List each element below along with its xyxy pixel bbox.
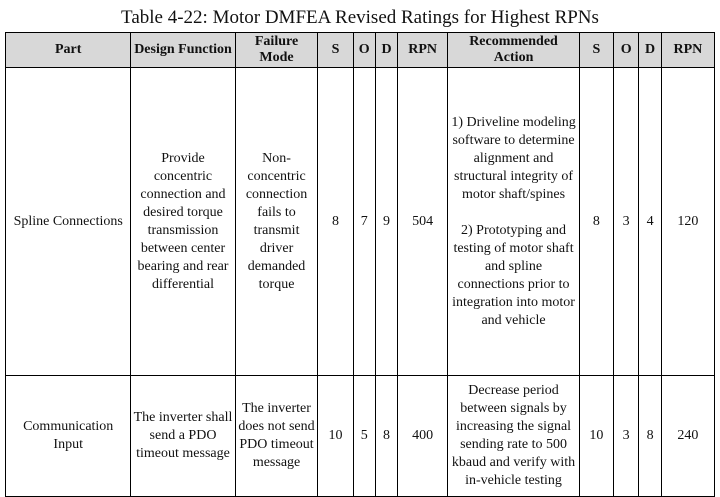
dmfea-table: Part Design Function Failure Mode S O D …	[4, 32, 716, 497]
cell-revised-detection: 4	[638, 67, 662, 376]
cell-rpn: 400	[397, 375, 449, 497]
cell-revised-severity: 8	[578, 67, 614, 376]
header-severity: S	[317, 32, 354, 68]
table-row: Spline Connections Provide concentric co…	[4, 67, 716, 376]
header-recommended-action: Recommended Action	[447, 32, 580, 68]
header-revised-severity: S	[578, 32, 614, 68]
cell-revised-occurrence: 3	[612, 375, 640, 497]
cell-failure-mode: Non-concentric connection fails to trans…	[234, 67, 319, 376]
header-revised-detection: D	[638, 32, 662, 68]
header-revised-rpn: RPN	[660, 32, 716, 68]
cell-revised-rpn: 240	[660, 375, 716, 497]
cell-revised-occurrence: 3	[612, 67, 640, 376]
cell-recommended-action: 1) Driveline modeling software to determ…	[447, 67, 580, 376]
cell-occurrence: 7	[352, 67, 376, 376]
table-row: Communication Input The inverter shall s…	[4, 375, 716, 497]
cell-failure-mode: The inverter does not send PDO timeout m…	[234, 375, 319, 497]
cell-revised-severity: 10	[578, 375, 614, 497]
header-occurrence: O	[352, 32, 376, 68]
cell-occurrence: 5	[352, 375, 376, 497]
cell-part: Communication Input	[4, 375, 132, 497]
cell-recommended-action: Decrease period between signals by incre…	[447, 375, 580, 497]
header-detection: D	[374, 32, 399, 68]
header-part: Part	[4, 32, 132, 68]
header-row: Part Design Function Failure Mode S O D …	[4, 32, 716, 68]
action-item-2: 2) Prototyping and testing of motor shaf…	[452, 222, 575, 328]
header-failure-mode: Failure Mode	[234, 32, 319, 68]
cell-severity: 10	[317, 375, 354, 497]
header-revised-occurrence: O	[612, 32, 640, 68]
action-item-1: 1) Driveline modeling software to determ…	[451, 114, 576, 202]
table-caption: Table 4-22: Motor DMFEA Revised Ratings …	[121, 7, 599, 28]
cell-design-function: Provide concentric connection and desire…	[130, 67, 236, 376]
cell-revised-rpn: 120	[660, 67, 716, 376]
header-design-function: Design Function	[130, 32, 236, 68]
header-rpn: RPN	[397, 32, 449, 68]
cell-part: Spline Connections	[4, 67, 132, 376]
cell-detection: 8	[374, 375, 399, 497]
cell-severity: 8	[317, 67, 354, 376]
cell-detection: 9	[374, 67, 399, 376]
cell-design-function: The inverter shall send a PDO timeout me…	[130, 375, 236, 497]
cell-rpn: 504	[397, 67, 449, 376]
cell-revised-detection: 8	[638, 375, 662, 497]
